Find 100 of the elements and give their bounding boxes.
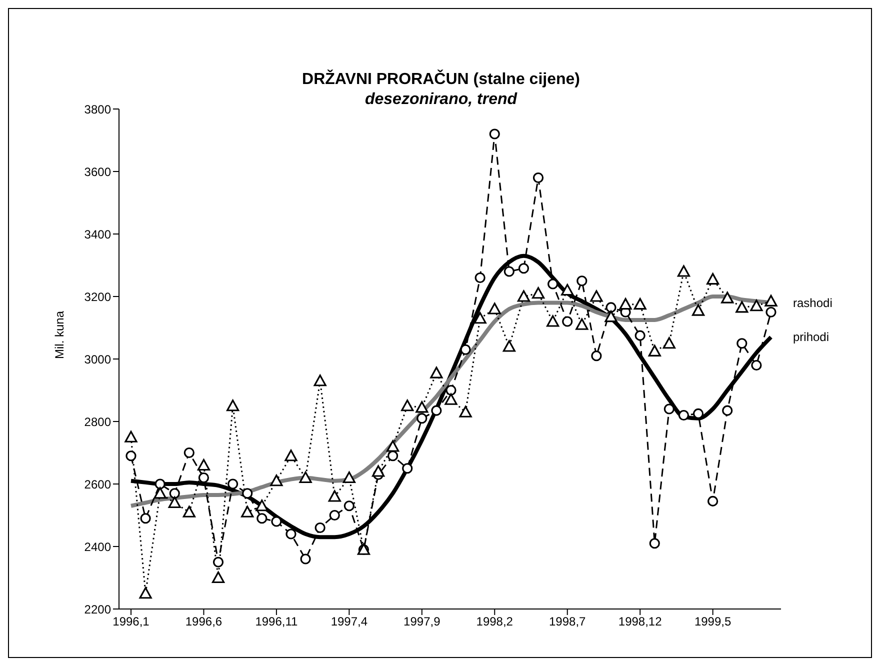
- point: [474, 272, 486, 284]
- point: [431, 405, 442, 416]
- point: [198, 472, 210, 484]
- y-tick-label: 2200: [84, 602, 112, 616]
- point: [751, 360, 762, 371]
- point: [228, 478, 238, 490]
- x-tick-label: 1999,5: [694, 614, 732, 629]
- x-tick-label: 1997,4: [330, 614, 368, 629]
- point: [648, 344, 661, 356]
- point: [197, 458, 210, 471]
- x-tick-label: 1998,7: [549, 614, 586, 629]
- point: [488, 302, 501, 314]
- point: [124, 430, 138, 442]
- point: [299, 471, 312, 484]
- point: [300, 554, 311, 564]
- point: [561, 284, 574, 296]
- point: [649, 538, 660, 549]
- x-tick-label: 1997,9: [404, 614, 441, 629]
- point: [677, 265, 690, 277]
- point: [591, 350, 602, 362]
- point: [678, 410, 690, 421]
- point: [314, 522, 326, 534]
- y-tick-label: 3800: [84, 102, 112, 116]
- point: [446, 384, 456, 396]
- point: [504, 266, 514, 277]
- point: [242, 488, 253, 499]
- point: [502, 340, 516, 352]
- point: [590, 290, 603, 302]
- chart-title: DRŽAVNI PRORAČUN (stalne cijene): [301, 71, 581, 89]
- point: [182, 506, 196, 518]
- point: [271, 516, 282, 527]
- x-tick-label: 1998,12: [618, 614, 662, 629]
- y-tick-label: 3600: [84, 164, 112, 179]
- point: [154, 478, 166, 490]
- y-tick-label: 2400: [84, 540, 112, 554]
- x-tick-label: 1996,1: [112, 614, 150, 629]
- x-tick-label: 1996,11: [255, 614, 298, 629]
- point: [169, 488, 180, 499]
- point: [708, 496, 718, 506]
- point: [562, 316, 573, 327]
- point: [692, 304, 705, 316]
- point: [401, 400, 414, 412]
- point: [766, 306, 776, 318]
- point: [344, 500, 354, 512]
- y-tick-label: 2600: [84, 477, 112, 492]
- point: [416, 401, 428, 413]
- point: [388, 450, 398, 462]
- point: [634, 298, 646, 310]
- point: [576, 318, 588, 330]
- x-tick-label: 1996,6: [185, 614, 222, 629]
- point: [576, 276, 588, 286]
- point: [386, 440, 400, 452]
- point: [721, 292, 734, 304]
- point: [342, 471, 356, 484]
- point: [140, 513, 151, 524]
- point: [750, 300, 763, 312]
- y-tick-label: 3200: [84, 290, 112, 304]
- point: [402, 463, 413, 474]
- chart-subtitle: desezonirano, trend: [364, 91, 518, 108]
- point: [126, 450, 136, 462]
- point: [444, 393, 458, 405]
- point: [256, 513, 268, 524]
- point: [606, 302, 616, 313]
- y-tick-label: 2800: [84, 414, 112, 429]
- point: [619, 298, 632, 310]
- point: [212, 556, 224, 568]
- point: [474, 312, 486, 324]
- point: [518, 263, 530, 274]
- point: [764, 294, 778, 306]
- point: [460, 344, 471, 355]
- point: [241, 506, 254, 518]
- point: [430, 366, 443, 378]
- point: [270, 474, 283, 486]
- point: [706, 273, 720, 285]
- point: [692, 408, 704, 419]
- y-tick-label: 3400: [84, 227, 112, 242]
- point: [546, 315, 560, 327]
- point: [226, 400, 240, 412]
- point: [184, 447, 194, 458]
- point: [532, 287, 545, 299]
- point: [154, 487, 166, 499]
- point: [212, 571, 225, 584]
- point: [416, 413, 428, 424]
- point: [634, 330, 646, 341]
- point: [489, 128, 500, 140]
- point: [328, 490, 341, 502]
- y-axis-title: Mil. kuna: [52, 310, 66, 359]
- point: [722, 405, 733, 416]
- point: [372, 465, 385, 477]
- point: [139, 587, 152, 599]
- y-tick-label: 3000: [84, 352, 112, 366]
- point: [548, 278, 558, 290]
- x-tick-label: 1998,2: [476, 614, 514, 629]
- point: [664, 404, 674, 414]
- point: [168, 496, 181, 508]
- point: [662, 337, 676, 349]
- point: [459, 406, 472, 418]
- point: [329, 510, 340, 521]
- series-label: rashodi: [793, 296, 832, 310]
- point: [736, 338, 748, 349]
